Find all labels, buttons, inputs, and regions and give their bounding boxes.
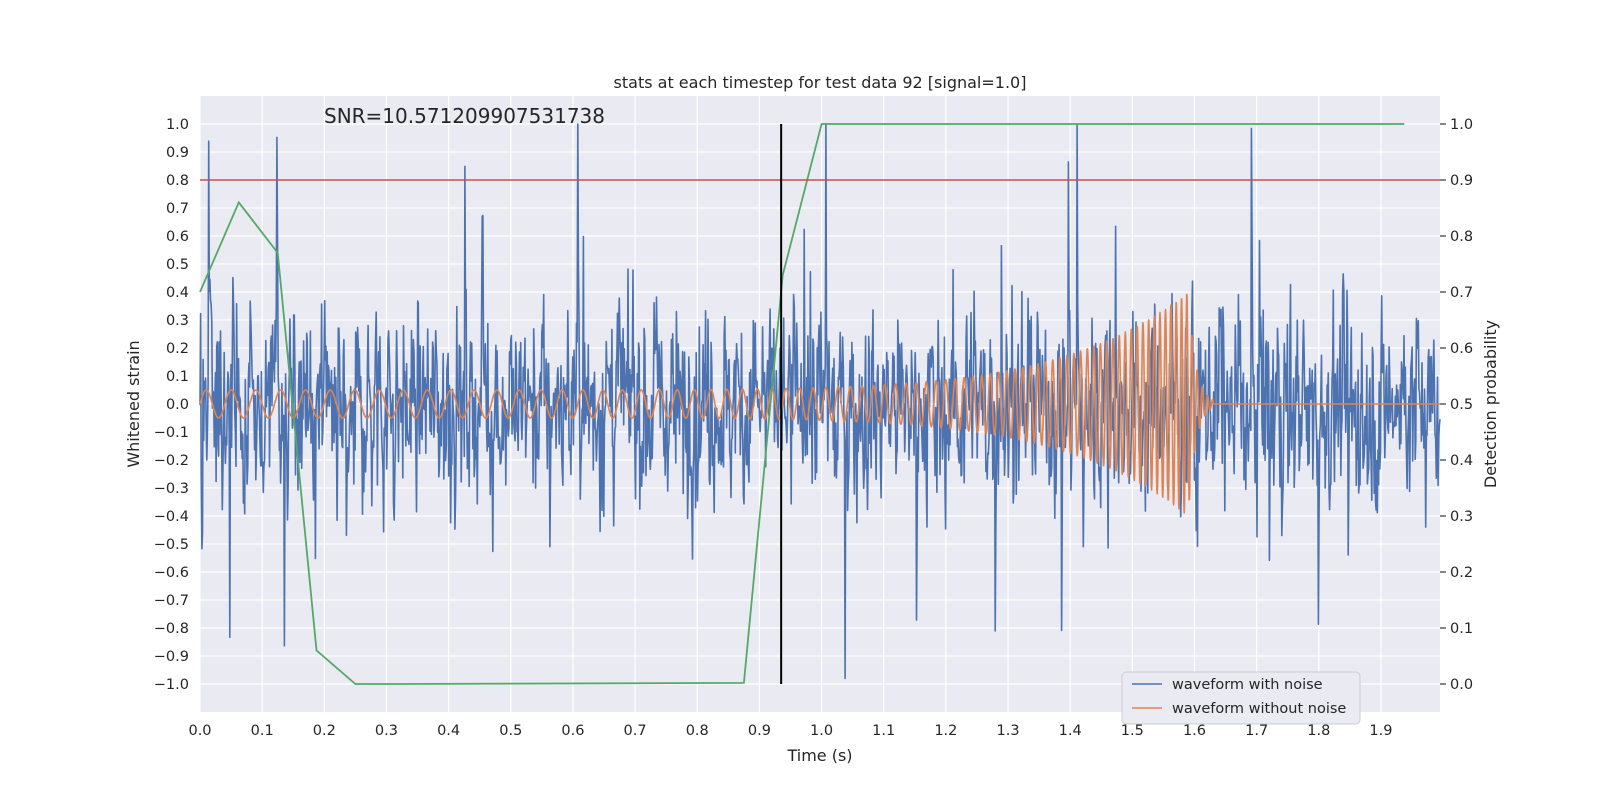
legend-label-noisy: waveform with noise — [1172, 677, 1323, 693]
y-tick-label: 0.6 — [166, 229, 189, 245]
chart-title: stats at each timestep for test data 92 … — [614, 73, 1027, 92]
x-tick-label: 0.5 — [499, 723, 522, 739]
x-tick-label: 1.9 — [1369, 723, 1392, 739]
y-axis-label: Whitened strain — [124, 340, 143, 467]
series-layer — [199, 123, 1441, 685]
x-axis-label: Time (s) — [786, 746, 852, 765]
x-axis-ticks: 0.0 0.1 0.2 0.3 0.4 0.5 0.6 0.7 0.8 0.9 1.0 1.1 1.2 1… — [188, 723, 1392, 739]
right-tick-label: 0.3 — [1450, 509, 1473, 525]
right-tick-label: 0.7 — [1450, 285, 1473, 301]
x-tick-label: 1.7 — [1245, 723, 1268, 739]
x-tick-label: 0.2 — [313, 723, 336, 739]
x-tick-label: 0.3 — [375, 723, 398, 739]
y-tick-label: −0.2 — [154, 453, 189, 469]
y-tick-label: −0.6 — [154, 565, 189, 581]
y-tick-label: 0.9 — [166, 145, 189, 161]
y-tick-label: 0.1 — [166, 369, 189, 385]
x-tick-label: 0.7 — [624, 723, 647, 739]
y-tick-label: −0.3 — [154, 481, 189, 497]
right-tick-label: 1.0 — [1450, 117, 1473, 133]
y-tick-label: 0.7 — [166, 201, 189, 217]
y-tick-label: −0.8 — [154, 621, 189, 637]
legend-label-clean: waveform without noise — [1172, 701, 1346, 717]
series-waveform-with-noise — [199, 123, 1441, 680]
right-axis-label: Detection probability — [1481, 320, 1500, 488]
right-tick-label: 0.5 — [1450, 397, 1473, 413]
right-tick-label: 0.4 — [1450, 453, 1473, 469]
y-tick-label: −1.0 — [154, 677, 189, 693]
y-tick-label: −0.1 — [154, 425, 189, 441]
x-tick-label: 0.4 — [437, 723, 460, 739]
legend: waveform with noise waveform without noi… — [1121, 671, 1361, 725]
x-tick-label: 0.1 — [251, 723, 274, 739]
x-tick-label: 1.4 — [1059, 723, 1082, 739]
y-tick-label: 0.5 — [166, 257, 189, 273]
x-tick-label: 1.5 — [1121, 723, 1144, 739]
y-tick-label: 1.0 — [166, 117, 189, 133]
series-waveform-without-noise — [199, 293, 1441, 514]
y-tick-label: −0.9 — [154, 649, 189, 665]
x-tick-label: 1.3 — [996, 723, 1019, 739]
right-tick-label: 0.9 — [1450, 173, 1473, 189]
y-tick-label: 0.3 — [166, 313, 189, 329]
y-tick-label: −0.4 — [154, 509, 189, 525]
y-tick-label: −0.7 — [154, 593, 189, 609]
x-tick-label: 0.8 — [686, 723, 709, 739]
right-tick-label: 0.0 — [1450, 677, 1473, 693]
x-tick-label: 1.0 — [810, 723, 833, 739]
legend-box — [1121, 671, 1361, 725]
snr-annotation: SNR=10.571209907531738 — [324, 104, 605, 128]
right-tick-label: 0.6 — [1450, 341, 1473, 357]
right-tick-label: 0.1 — [1450, 621, 1473, 637]
y-tick-label: 0.2 — [166, 341, 189, 357]
y-tick-label: 0.0 — [166, 397, 189, 413]
x-tick-label: 0.9 — [748, 723, 771, 739]
x-tick-label: 0.6 — [561, 723, 584, 739]
x-tick-label: 1.2 — [934, 723, 957, 739]
y-axis-ticks: 1.0 0.9 0.8 0.7 0.6 0.5 0.4 0.3 0.2 0.1 0.0 −0.1 −0.… — [154, 117, 189, 693]
y-tick-label: −0.5 — [154, 537, 189, 553]
x-tick-label: 0.0 — [188, 723, 211, 739]
series-detection-probability — [199, 123, 1405, 685]
right-tick-label: 0.8 — [1450, 229, 1473, 245]
right-axis-ticks: 1.0 0.9 0.8 0.7 0.6 0.5 0.4 0.3 0.2 0.1 0.0 — [1440, 117, 1473, 693]
x-tick-label: 1.1 — [872, 723, 895, 739]
x-tick-label: 1.6 — [1183, 723, 1206, 739]
y-tick-label: 0.4 — [166, 285, 189, 301]
x-tick-label: 1.8 — [1307, 723, 1330, 739]
right-tick-label: 0.2 — [1450, 565, 1473, 581]
y-tick-label: 0.8 — [166, 173, 189, 189]
